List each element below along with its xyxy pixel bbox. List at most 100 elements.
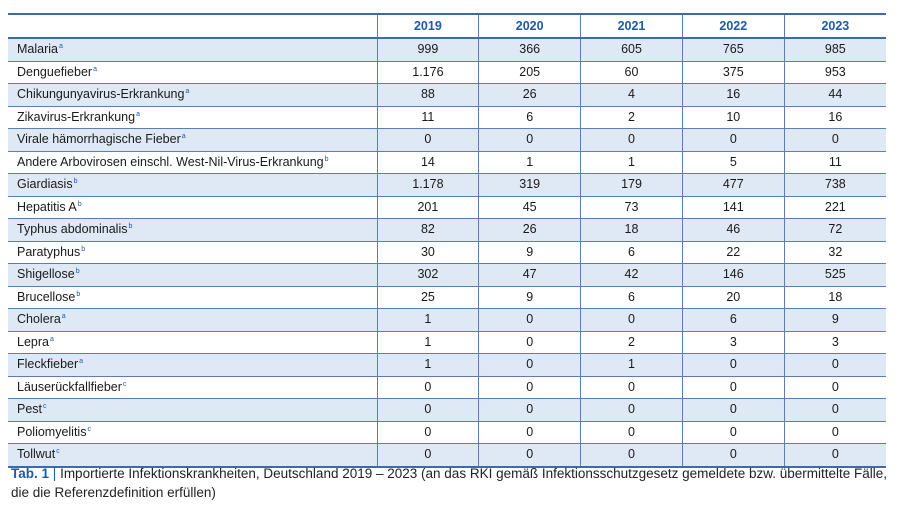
disease-name: Cholera [17,312,61,327]
table-row: Poliomyelitisc 0 0 0 0 0 [8,421,886,444]
case-count-cell: 1 [478,151,581,174]
case-count-cell: 1 [580,353,683,377]
case-count-cell: 60 [580,61,683,84]
disease-name-cell: Denguefiebera [8,61,377,84]
table-row: Zikavirus-Erkrankunga 11 6 2 10 16 [8,106,886,129]
case-count-cell: 0 [478,128,581,152]
case-count-cell: 4 [580,83,683,107]
footnote-marker: c [43,403,47,411]
disease-name-cell: Giardiasisb [8,173,377,197]
disease-name: Virale hämorrhagische Fieber [17,132,181,147]
footnote-marker: b [128,223,133,231]
disease-name-cell: Shigelloseb [8,263,377,287]
case-count-cell: 0 [681,376,785,399]
table-row: Giardiasisb 1.178 319 179 477 738 [8,173,886,197]
case-count-cell: 0 [681,353,785,377]
year-header: 2021 [580,14,683,39]
disease-name-cell: Tollwutc [8,443,377,468]
disease-name: Typhus abdominalis [17,222,128,237]
case-count-cell: 1 [580,151,683,174]
disease-name: Läuserückfallfieber [17,379,122,394]
case-count-cell: 16 [783,106,886,129]
disease-name-cell: Lepraa [8,331,377,354]
table-row: Paratyphusb 30 9 6 22 32 [8,241,886,264]
table-row: Pestc 0 0 0 0 0 [8,398,886,422]
case-count-cell: 1.178 [376,173,479,197]
case-count-cell: 26 [478,83,581,107]
year-header: 2020 [478,14,581,39]
case-count-cell: 0 [783,398,886,422]
case-count-cell: 319 [478,173,581,197]
case-count-cell: 88 [376,83,479,107]
footnote-marker: a [49,335,54,343]
case-count-cell: 221 [783,196,886,219]
table-row: Andere Arbovirosen einschl. West-Nil-Vir… [8,151,886,174]
footnote-marker: a [136,110,140,118]
case-count-cell: 73 [580,196,683,219]
disease-name: Paratyphus [17,244,81,259]
table-row: Chikungunyavirus-Erkrankunga 88 26 4 16 44 [8,83,886,107]
disease-name-cell: Paratyphusb [8,241,377,264]
header-row: 2019 2020 2021 2022 2023 [8,14,886,39]
case-count-cell: 0 [783,353,886,377]
case-count-cell: 1 [376,331,479,354]
disease-name: Giardiasis [17,177,73,192]
case-count-cell: 0 [580,443,683,468]
case-count-cell: 9 [478,241,581,264]
case-count-cell: 201 [376,196,479,219]
case-count-cell: 3 [783,331,886,354]
case-count-cell: 32 [783,241,886,264]
table-row: Virale hämorrhagische Fiebera 0 0 0 0 0 [8,128,886,152]
disease-name: Hepatitis A [17,199,77,214]
case-count-cell: 0 [681,443,785,468]
caption-label: Tab. 1 [11,466,50,481]
caption-separator: | [52,466,57,481]
footnote-marker: b [77,200,82,208]
table-row: Fleckfiebera 1 0 1 0 0 [8,353,886,377]
disease-name-cell: Chikungunyavirus-Erkrankunga [8,83,377,107]
disease-name-cell: Typhus abdominalisb [8,218,377,242]
case-count-cell: 0 [376,128,479,152]
disease-name: Tollwut [17,447,56,462]
case-count-cell: 10 [681,106,785,129]
footnote-marker: c [87,425,91,433]
disease-name-cell: Läuserückfallfieberc [8,376,377,399]
case-count-cell: 16 [681,83,785,107]
case-count-cell: 141 [681,196,785,219]
disease-name: Zikavirus-Erkrankung [17,109,136,124]
disease-name-cell: Brucelloseb [8,286,377,309]
table-header: 2019 2020 2021 2022 2023 [8,14,886,39]
case-count-cell: 146 [681,263,785,287]
footnote-marker: b [73,178,78,186]
case-count-cell: 5 [681,151,785,174]
case-count-cell: 0 [580,398,683,422]
case-count-cell: 0 [478,308,581,332]
case-count-cell: 2 [580,331,683,354]
case-count-cell: 0 [580,376,683,399]
disease-name-cell: Andere Arbovirosen einschl. West-Nil-Vir… [8,151,377,174]
case-count-cell: 999 [376,38,479,62]
case-count-cell: 0 [478,398,581,422]
data-table-container: 2019 2020 2021 2022 2023 Malariaa 999 366 605 76… [8,13,886,468]
case-count-cell: 477 [681,173,785,197]
table-row: Hepatitis Ab 201 45 73 141 221 [8,196,886,219]
disease-name: Fleckfieber [17,357,79,372]
case-count-cell: 0 [580,128,683,152]
case-count-cell: 45 [478,196,581,219]
case-count-cell: 0 [478,331,581,354]
disease-name-cell: Poliomyelitisc [8,421,377,444]
case-count-cell: 82 [376,218,479,242]
case-count-cell: 0 [376,421,479,444]
case-count-cell: 42 [580,263,683,287]
case-count-cell: 765 [681,38,785,62]
case-count-cell: 1 [376,353,479,377]
footnote-marker: b [76,290,81,298]
table-row: Typhus abdominalisb 82 26 18 46 72 [8,218,886,242]
disease-name-cell: Pestc [8,398,377,422]
case-count-cell: 18 [580,218,683,242]
case-count-cell: 2 [580,106,683,129]
case-count-cell: 605 [580,38,683,62]
table-body: Malariaa 999 366 605 765 985 Denguefiebera 1.17… [8,38,886,468]
caption-text: Importierte Infektionskrankheiten, Deuts… [11,466,888,500]
disease-name-cell: Malariaa [8,38,377,62]
